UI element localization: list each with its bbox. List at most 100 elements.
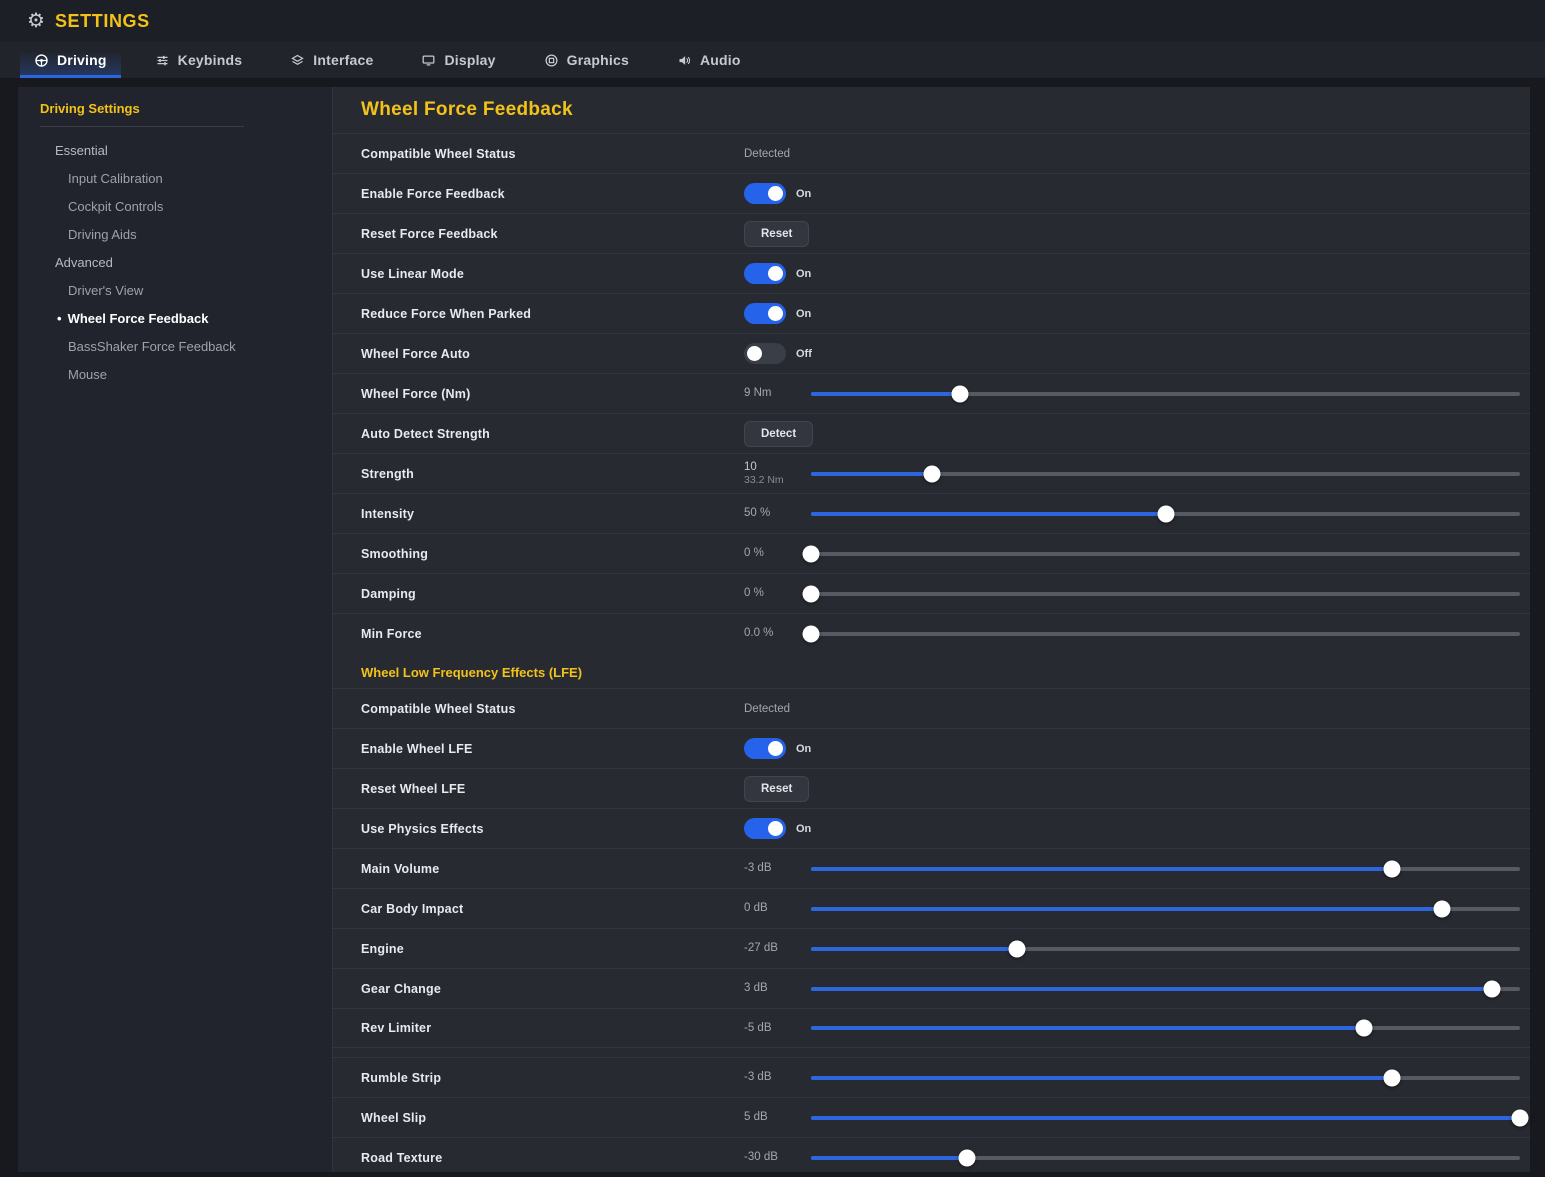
slider-handle[interactable] (951, 385, 969, 402)
setting-label: Enable Force Feedback (361, 186, 505, 201)
slider-track[interactable] (811, 1019, 1520, 1037)
slider-rumble-strip[interactable] (811, 1069, 1520, 1087)
slider-value: 0.0 % (744, 627, 811, 640)
slider-track[interactable] (811, 1069, 1520, 1086)
slider-rev-limiter[interactable] (811, 1019, 1520, 1037)
setting-value: Detected (744, 702, 791, 715)
sidebar-item-label: Advanced (55, 255, 113, 270)
sidebar-item-wheel-force-feedback[interactable]: • Wheel Force Feedback (18, 305, 332, 333)
slider-handle[interactable] (802, 545, 820, 562)
slider-handle[interactable] (802, 585, 820, 602)
sidebar-item-label: Wheel Force Feedback (67, 311, 209, 326)
slider-fill (811, 986, 1492, 991)
slider-value: -30 dB (744, 1151, 811, 1164)
slider-handle[interactable] (802, 625, 820, 642)
slider-value: 0 % (744, 547, 811, 560)
tab-keybinds[interactable]: Keybinds (141, 42, 257, 78)
slider-handle[interactable] (1383, 1069, 1401, 1086)
toggle-knob (768, 741, 783, 756)
tab-driving[interactable]: Driving (20, 42, 121, 78)
page-title: SETTINGS (54, 10, 150, 31)
tab-audio[interactable]: Audio (663, 42, 755, 78)
slider-value-secondary: 33.2 Nm (744, 474, 784, 486)
slider-handle[interactable] (1511, 1109, 1529, 1126)
slider-value-primary: 3 dB (744, 982, 768, 994)
settings-row: Auto Detect Strength Detect (333, 413, 1530, 453)
slider-handle[interactable] (1483, 980, 1501, 997)
toggle-reduce-force-when-parked[interactable] (744, 303, 786, 324)
slider-handle[interactable] (1433, 900, 1451, 917)
slider-handle[interactable] (1383, 860, 1401, 877)
slider-track[interactable] (811, 980, 1520, 997)
slider-gear-change[interactable] (811, 980, 1520, 998)
section-title: Wheel Force Feedback (361, 99, 573, 120)
slider-car-body-impact[interactable] (811, 900, 1520, 918)
sidebar-item-mouse[interactable]: Mouse (18, 361, 332, 389)
tab-display[interactable]: Display (407, 42, 509, 78)
sidebar-item-cockpit-controls[interactable]: Cockpit Controls (18, 193, 332, 221)
sidebar-item-bassshaker-force-feedback[interactable]: BassShaker Force Feedback (18, 333, 332, 361)
toggle-enable-wheel-lfe[interactable] (744, 738, 786, 759)
setting-label: Use Linear Mode (361, 266, 465, 281)
slider-fill (811, 1155, 967, 1160)
settings-row: Use Physics Effects On (333, 808, 1530, 848)
slider-main-volume[interactable] (811, 860, 1520, 878)
toggle-wheel-force-auto[interactable] (744, 343, 786, 364)
slider-intensity[interactable] (811, 505, 1520, 523)
setting-label: Reset Force Feedback (361, 226, 498, 241)
slider-engine[interactable] (811, 940, 1520, 958)
sidebar-item-driver-s-view[interactable]: Driver's View (18, 277, 332, 305)
slider-handle[interactable] (1157, 505, 1174, 522)
slider-value: -27 dB (744, 942, 811, 955)
tab-interface[interactable]: Interface (276, 42, 387, 78)
slider-track[interactable] (811, 900, 1520, 917)
toggle-use-physics-effects[interactable] (744, 818, 786, 839)
settings-row: Wheel Force (Nm) 9 Nm (333, 373, 1530, 413)
slider-handle[interactable] (1355, 1019, 1373, 1037)
toggle-enable-force-feedback[interactable] (744, 183, 786, 204)
slider-damping[interactable] (802, 585, 1520, 603)
monitor-icon (421, 53, 436, 68)
slider-handle[interactable] (923, 465, 941, 482)
sidebar-item-input-calibration[interactable]: Input Calibration (18, 165, 332, 193)
slider-wheel-force-nm[interactable] (811, 385, 1520, 403)
settings-row: Compatible Wheel Status Detected (333, 688, 1530, 728)
slider-track[interactable] (811, 385, 1520, 402)
slider-track[interactable] (811, 860, 1520, 877)
slider-track[interactable] (811, 465, 1520, 482)
sidebar-divider (40, 126, 244, 127)
slider-track[interactable] (811, 505, 1520, 522)
slider-value: 3 dB (744, 982, 811, 995)
slider-track[interactable] (802, 585, 1520, 602)
slider-value: 9 Nm (744, 387, 811, 400)
setting-value: Detected (744, 147, 791, 160)
setting-label: Road Texture (361, 1150, 443, 1165)
sidebar-item-driving-aids[interactable]: Driving Aids (18, 221, 332, 249)
reset-button[interactable]: Reset (744, 775, 810, 802)
slider-track[interactable] (811, 940, 1520, 957)
setting-label: Use Physics Effects (361, 821, 484, 836)
slider-wheel-slip[interactable] (811, 1109, 1529, 1127)
slider-road-texture[interactable] (811, 1149, 1520, 1167)
slider-track[interactable] (811, 1149, 1520, 1166)
slider-track[interactable] (802, 625, 1520, 642)
slider-track[interactable] (811, 1109, 1529, 1126)
slider-track[interactable] (802, 545, 1520, 562)
tab-graphics[interactable]: Graphics (530, 42, 643, 78)
toggle-use-linear-mode[interactable] (744, 263, 786, 284)
slider-smoothing[interactable] (802, 545, 1520, 563)
sidebar-item-label: Mouse (68, 367, 108, 382)
setting-label: Enable Wheel LFE (361, 741, 473, 756)
slider-strength[interactable] (811, 465, 1520, 483)
slider-value: 50 % (744, 507, 811, 520)
slider-handle[interactable] (1008, 940, 1026, 957)
toggle-state-label: On (796, 822, 812, 835)
sidebar-item-label: BassShaker Force Feedback (68, 339, 236, 354)
setting-label: Wheel Force (Nm) (361, 386, 471, 401)
setting-label: Gear Change (361, 981, 442, 996)
slider-min-force[interactable] (802, 625, 1520, 643)
setting-label: Compatible Wheel Status (361, 701, 516, 716)
detect-button[interactable]: Detect (744, 420, 814, 447)
reset-button[interactable]: Reset (744, 220, 810, 247)
slider-handle[interactable] (958, 1149, 976, 1166)
